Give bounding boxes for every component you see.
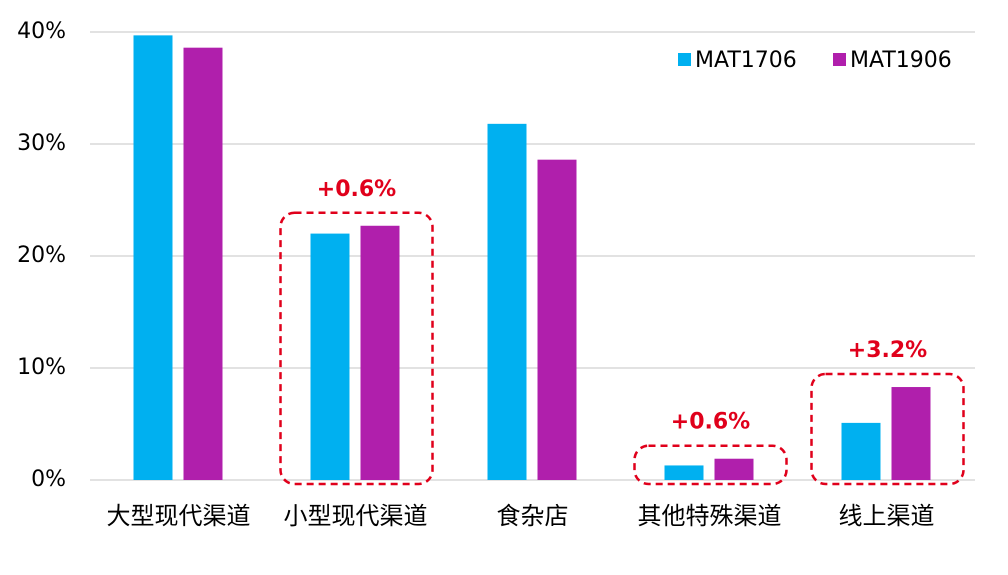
bar <box>537 159 577 480</box>
bar <box>714 458 754 480</box>
bar <box>664 465 704 480</box>
x-tick-label: 小型现代渠道 <box>284 502 428 530</box>
legend-swatch <box>833 53 846 66</box>
annotation: +0.6% <box>317 177 396 202</box>
x-tick-label: 食杂店 <box>497 502 569 530</box>
bar <box>487 123 527 480</box>
y-tick-label: 20% <box>17 243 66 268</box>
annotation: +3.2% <box>848 338 927 363</box>
bar <box>133 35 173 481</box>
bar <box>310 233 350 480</box>
y-tick-label: 10% <box>17 355 66 380</box>
y-tick-label: 40% <box>17 19 66 44</box>
bar <box>841 422 881 480</box>
bar <box>360 225 400 480</box>
legend-label: MAT1706 <box>695 48 797 73</box>
highlight-box <box>810 372 965 486</box>
legend-label: MAT1906 <box>850 48 952 73</box>
legend-swatch <box>678 53 691 66</box>
x-tick-label: 大型现代渠道 <box>107 502 251 530</box>
highlight-box <box>633 444 788 486</box>
x-tick-label: 其他特殊渠道 <box>638 502 782 530</box>
bar <box>183 47 223 481</box>
y-tick-label: 0% <box>31 467 66 492</box>
bar <box>891 387 931 480</box>
x-tick-label: 线上渠道 <box>839 502 935 530</box>
highlight-box <box>279 211 434 486</box>
annotation: +0.6% <box>671 410 750 435</box>
y-tick-label: 30% <box>17 131 66 156</box>
